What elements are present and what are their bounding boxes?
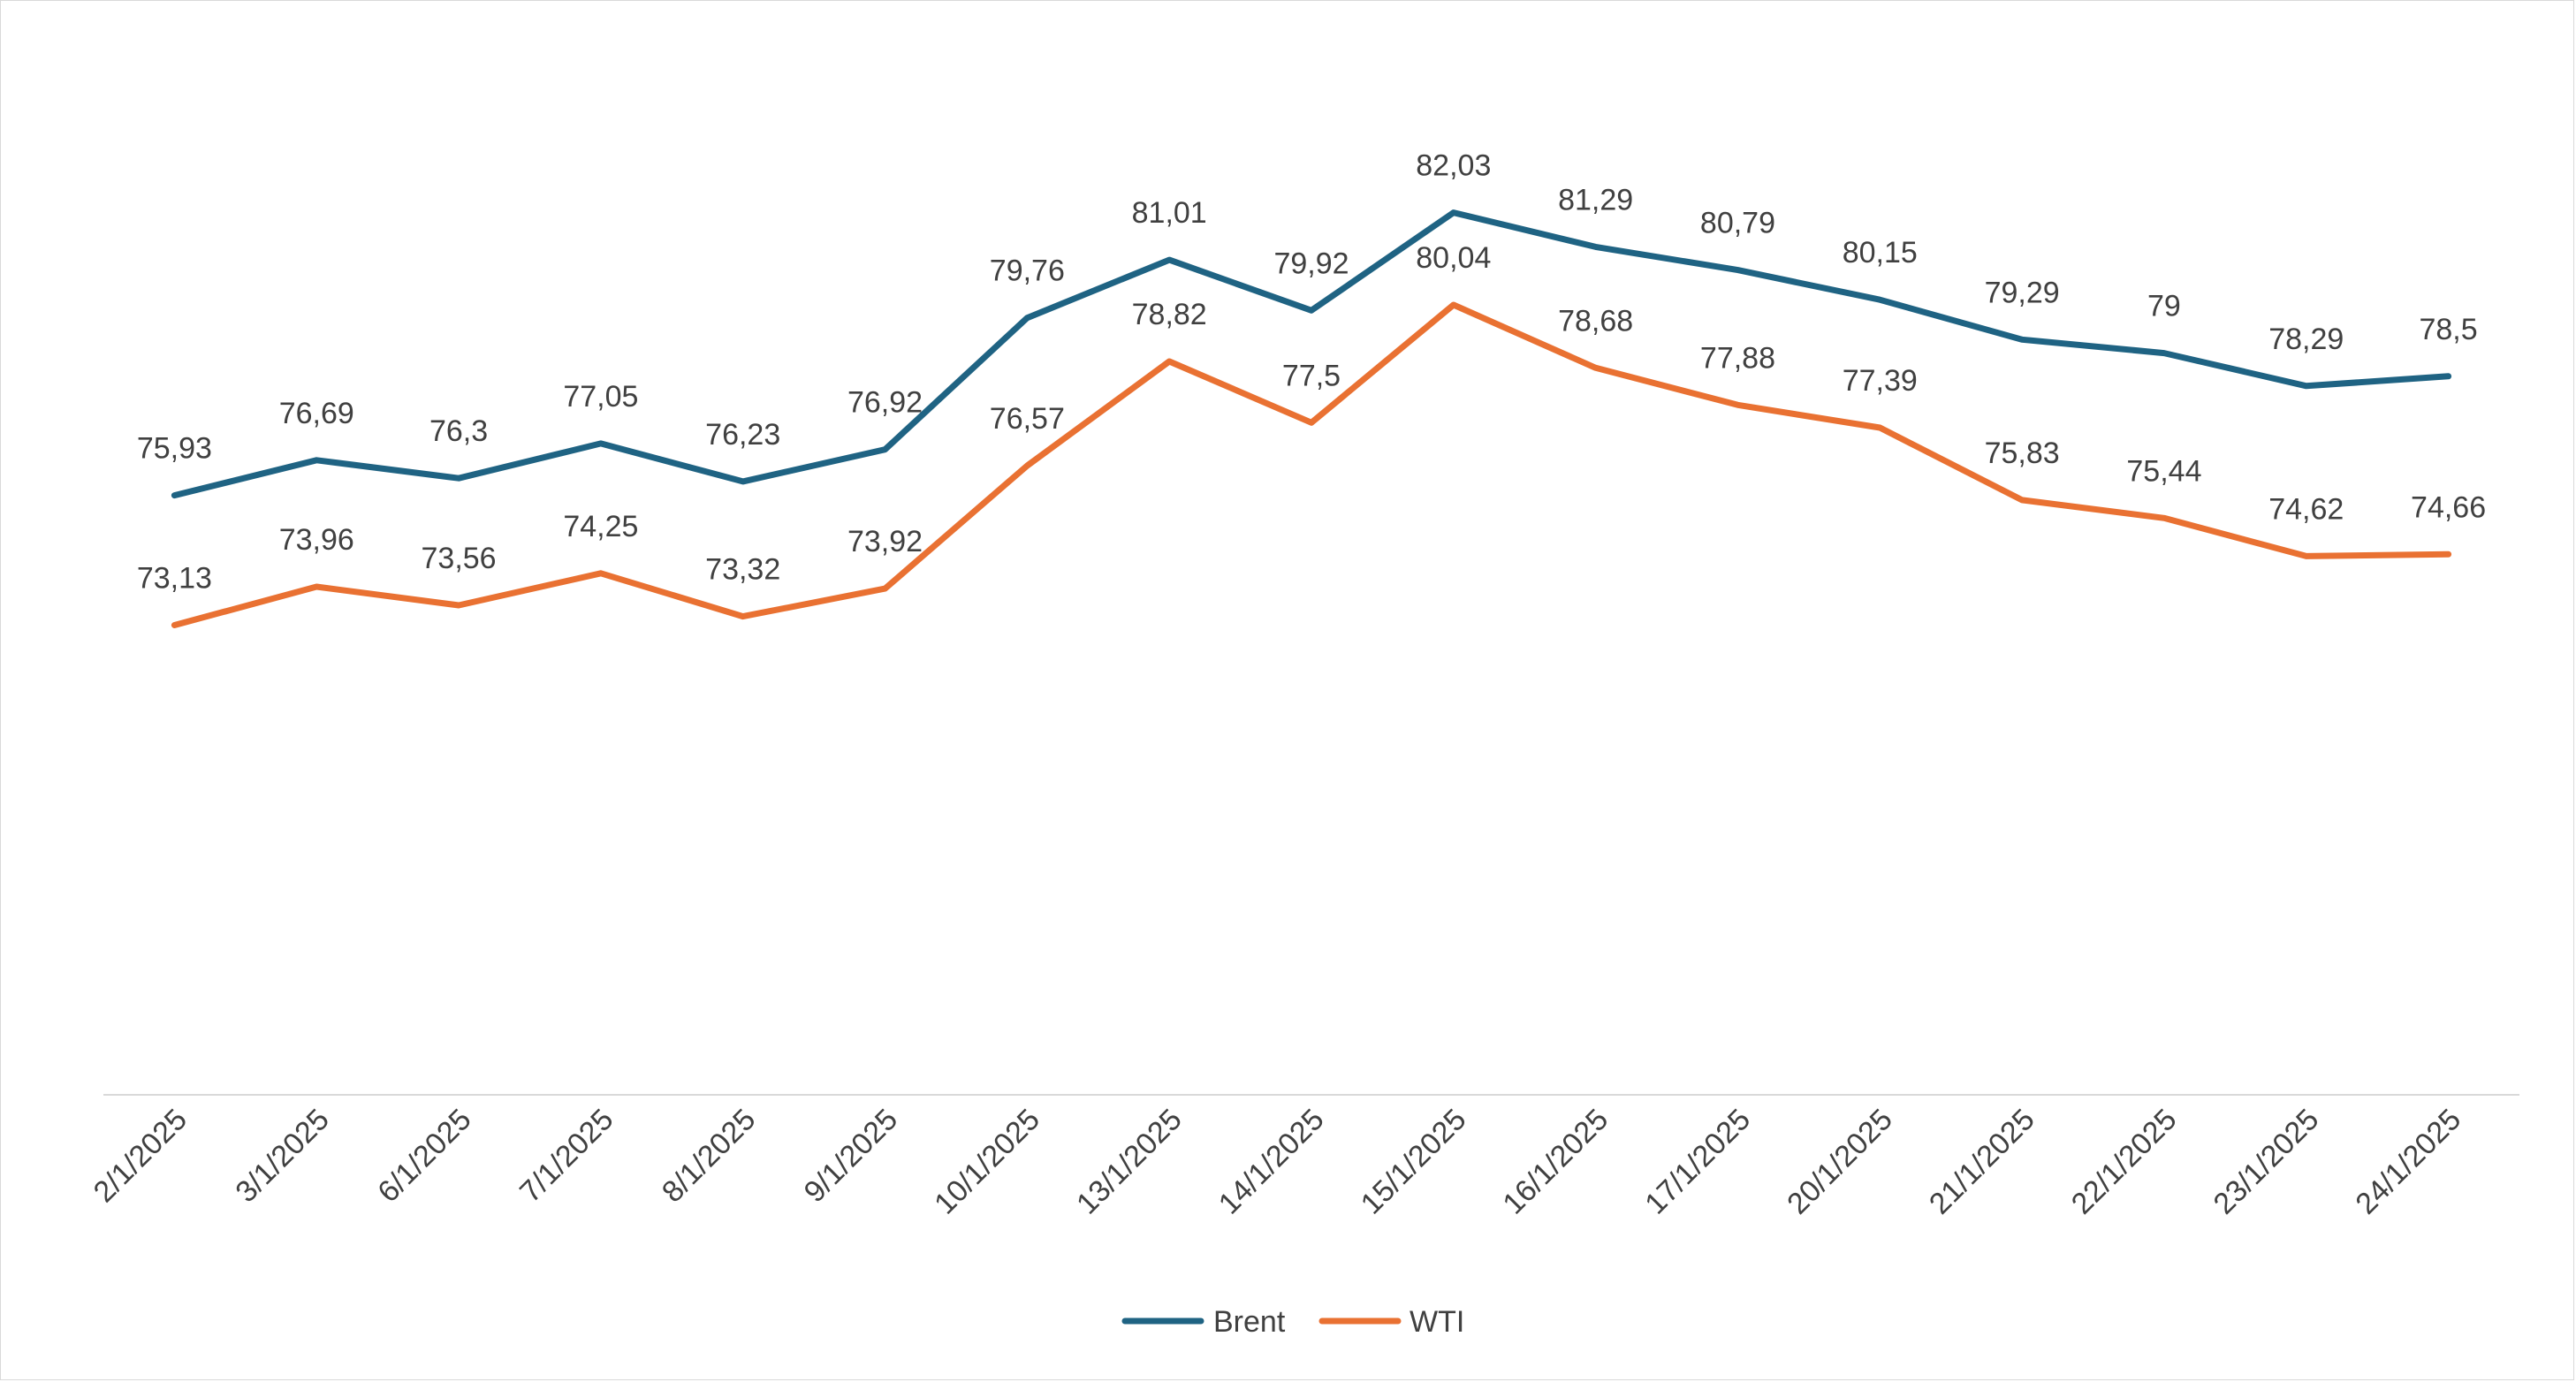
data-labels: 75,93 76,69 76,3 77,05 76,23 76,92 79,76 81,01 7… bbox=[137, 149, 2486, 596]
x-tick-label: 14/1/2025 bbox=[1212, 1103, 1331, 1221]
wti-data-label: 75,83 bbox=[1985, 437, 2060, 470]
wti-data-label: 77,39 bbox=[1843, 364, 1918, 398]
brent-data-label: 75,93 bbox=[137, 432, 212, 466]
brent-data-label: 80,79 bbox=[1700, 207, 1775, 240]
wti-data-label: 74,66 bbox=[2411, 490, 2486, 524]
brent-data-label: 79,92 bbox=[1273, 247, 1349, 280]
brent-data-label: 79,76 bbox=[990, 254, 1065, 288]
x-tick-label: 13/1/2025 bbox=[1070, 1103, 1189, 1221]
wti-data-label: 73,92 bbox=[847, 525, 923, 558]
wti-data-label: 74,62 bbox=[2268, 492, 2344, 526]
brent-data-label: 81,01 bbox=[1132, 196, 1207, 230]
brent-data-label: 77,05 bbox=[563, 380, 638, 414]
x-tick-label: 9/1/2025 bbox=[798, 1103, 904, 1209]
brent-data-label: 76,92 bbox=[847, 386, 923, 420]
x-tick-label: 23/1/2025 bbox=[2207, 1103, 2326, 1221]
brent-data-label: 80,15 bbox=[1843, 236, 1918, 270]
x-tick-label: 16/1/2025 bbox=[1496, 1103, 1615, 1221]
x-tick-label: 2/1/2025 bbox=[87, 1103, 194, 1209]
wti-data-label: 77,5 bbox=[1282, 359, 1341, 392]
wti-data-label: 77,88 bbox=[1700, 341, 1775, 375]
wti-data-label: 73,96 bbox=[279, 523, 354, 557]
wti-data-label: 75,44 bbox=[2126, 454, 2201, 488]
series-lines bbox=[171, 209, 2452, 628]
x-tick-label: 20/1/2025 bbox=[1781, 1103, 1899, 1221]
wti-data-label: 76,57 bbox=[990, 402, 1065, 436]
x-tick-label: 15/1/2025 bbox=[1355, 1103, 1473, 1221]
brent-data-label: 78,5 bbox=[2419, 313, 2477, 346]
wti-data-label: 74,25 bbox=[563, 510, 638, 543]
brent-data-label: 79 bbox=[2147, 290, 2181, 323]
wti-data-label: 80,04 bbox=[1416, 241, 1491, 275]
wti-data-label: 73,32 bbox=[705, 553, 780, 587]
x-tick-label: 8/1/2025 bbox=[656, 1103, 762, 1209]
wti-data-label: 73,13 bbox=[137, 562, 212, 596]
x-tick-label: 24/1/2025 bbox=[2349, 1103, 2467, 1221]
x-tick-label: 22/1/2025 bbox=[2065, 1103, 2184, 1221]
wti-legend-label: WTI bbox=[1410, 1305, 1464, 1339]
wti-series-line bbox=[171, 301, 2452, 628]
legend: Brent WTI bbox=[1121, 1305, 1464, 1339]
brent-data-label: 76,23 bbox=[705, 418, 780, 452]
x-tick-label: 7/1/2025 bbox=[513, 1103, 619, 1209]
x-tick-label: 10/1/2025 bbox=[928, 1103, 1046, 1221]
x-tick-label: 21/1/2025 bbox=[1923, 1103, 2041, 1221]
x-tick-label: 6/1/2025 bbox=[371, 1103, 477, 1209]
brent-data-label: 76,3 bbox=[429, 414, 488, 448]
wti-data-label: 78,68 bbox=[1558, 304, 1633, 338]
brent-data-label: 82,03 bbox=[1416, 149, 1491, 183]
brent-legend-label: Brent bbox=[1213, 1305, 1286, 1339]
wti-data-label: 73,56 bbox=[422, 542, 497, 575]
brent-data-label: 78,29 bbox=[2268, 323, 2344, 356]
wti-data-label: 78,82 bbox=[1132, 298, 1207, 331]
brent-data-label: 79,29 bbox=[1985, 276, 2060, 309]
x-tick-label: 17/1/2025 bbox=[1638, 1103, 1757, 1221]
brent-data-label: 81,29 bbox=[1558, 183, 1633, 216]
x-tick-label: 3/1/2025 bbox=[229, 1103, 335, 1209]
x-tick-labels: 2/1/2025 3/1/2025 6/1/2025 7/1/2025 8/1/2025… bbox=[87, 1103, 2468, 1221]
brent-series-line bbox=[171, 209, 2452, 499]
brent-data-label: 76,69 bbox=[279, 397, 354, 430]
